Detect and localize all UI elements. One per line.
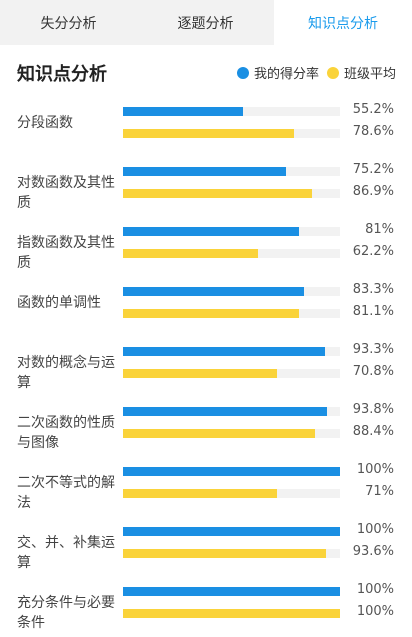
- my-score-value: 75.2%: [352, 162, 394, 177]
- my-score-bar-track: [123, 287, 340, 296]
- my-score-bar-track: [123, 467, 340, 476]
- knowledge-point-name: 函数的单调性: [17, 295, 101, 311]
- legend: 我的得分率 班级平均: [229, 63, 396, 82]
- knowledge-point-name: 分段函数: [17, 115, 73, 131]
- list-item: 对数的概念与运算 93.3% 70.8%: [0, 337, 412, 397]
- my-score-bar: [123, 467, 340, 476]
- class-average-bar: [123, 129, 294, 138]
- knowledge-point-name: 对数的概念与运算: [17, 355, 115, 391]
- list-item: 充分条件与必要条件 100% 100%: [0, 577, 412, 637]
- my-score-bar: [123, 527, 340, 536]
- class-average-value: 100%: [356, 604, 394, 619]
- legend-item-class: 班级平均: [326, 63, 396, 82]
- my-score-value: 55.2%: [352, 102, 394, 117]
- class-average-bar-track: [123, 189, 340, 198]
- list-item: 二次不等式的解法 100% 71%: [0, 457, 412, 517]
- my-score-value: 100%: [356, 522, 394, 537]
- tab-bar: 失分分析 逐题分析 知识点分析: [0, 0, 412, 45]
- class-average-bar: [123, 429, 315, 438]
- class-average-bar-track: [123, 429, 340, 438]
- my-score-bar: [123, 407, 327, 416]
- my-score-bar: [123, 587, 340, 596]
- my-score-value: 93.3%: [352, 342, 394, 357]
- class-average-value: 71%: [365, 484, 394, 499]
- my-score-bar-track: [123, 167, 340, 176]
- class-average-bar-track: [123, 489, 340, 498]
- my-score-bar-track: [123, 227, 340, 236]
- class-average-bar-track: [123, 369, 340, 378]
- knowledge-point-name: 交、并、补集运算: [17, 535, 115, 571]
- class-average-value: 62.2%: [352, 244, 394, 259]
- list-item: 交、并、补集运算 100% 93.6%: [0, 517, 412, 577]
- knowledge-point-name: 对数函数及其性质: [17, 175, 115, 211]
- section-title: 知识点分析: [17, 64, 107, 85]
- class-average-bar-track: [123, 249, 340, 258]
- my-score-value: 100%: [356, 462, 394, 477]
- list-item: 对数函数及其性质 75.2% 86.9%: [0, 157, 412, 217]
- tab-knowledge-analysis[interactable]: 知识点分析: [274, 0, 412, 45]
- my-score-value: 100%: [356, 582, 394, 597]
- class-average-bar: [123, 249, 258, 258]
- my-score-bar-track: [123, 407, 340, 416]
- tab-loss-analysis[interactable]: 失分分析: [0, 0, 137, 45]
- legend-dot-blue-icon: [236, 66, 249, 79]
- knowledge-point-name: 二次不等式的解法: [17, 475, 115, 511]
- class-average-bar-track: [123, 309, 340, 318]
- class-average-value: 86.9%: [352, 184, 394, 199]
- my-score-bar: [123, 287, 304, 296]
- class-average-value: 88.4%: [352, 424, 394, 439]
- my-score-value: 81%: [365, 222, 394, 237]
- class-average-bar: [123, 489, 278, 498]
- my-score-bar-track: [123, 347, 340, 356]
- class-average-bar: [123, 189, 312, 198]
- my-score-bar-track: [123, 587, 340, 596]
- my-score-bar: [123, 167, 287, 176]
- legend-label-class: 班级平均: [343, 67, 396, 82]
- class-average-bar: [123, 549, 327, 558]
- class-average-value: 78.6%: [352, 124, 394, 139]
- class-average-bar: [123, 369, 277, 378]
- list-item: 函数的单调性 83.3% 81.1%: [0, 277, 412, 337]
- class-average-bar-track: [123, 609, 340, 618]
- knowledge-point-name: 二次函数的性质与图像: [17, 415, 115, 451]
- my-score-value: 93.8%: [352, 402, 394, 417]
- class-average-value: 81.1%: [352, 304, 394, 319]
- knowledge-list: 分段函数 55.2% 78.6% 对数函数及其性质 75.2% 86.9% 指数…: [0, 97, 412, 637]
- class-average-bar: [123, 309, 299, 318]
- knowledge-point-name: 指数函数及其性质: [17, 235, 115, 271]
- legend-item-mine: 我的得分率: [236, 63, 319, 82]
- my-score-bar-track: [123, 527, 340, 536]
- my-score-value: 83.3%: [352, 282, 394, 297]
- list-item: 二次函数的性质与图像 93.8% 88.4%: [0, 397, 412, 457]
- my-score-bar: [123, 347, 326, 356]
- class-average-value: 70.8%: [352, 364, 394, 379]
- my-score-bar: [123, 107, 243, 116]
- class-average-bar-track: [123, 549, 340, 558]
- legend-dot-yellow-icon: [326, 66, 339, 79]
- class-average-bar-track: [123, 129, 340, 138]
- tab-question-analysis[interactable]: 逐题分析: [137, 0, 274, 45]
- class-average-bar: [123, 609, 340, 618]
- my-score-bar-track: [123, 107, 340, 116]
- my-score-bar: [123, 227, 299, 236]
- legend-label-mine: 我的得分率: [253, 67, 319, 82]
- knowledge-point-name: 充分条件与必要条件: [17, 595, 115, 631]
- class-average-value: 93.6%: [352, 544, 394, 559]
- list-item: 分段函数 55.2% 78.6%: [0, 97, 412, 157]
- list-item: 指数函数及其性质 81% 62.2%: [0, 217, 412, 277]
